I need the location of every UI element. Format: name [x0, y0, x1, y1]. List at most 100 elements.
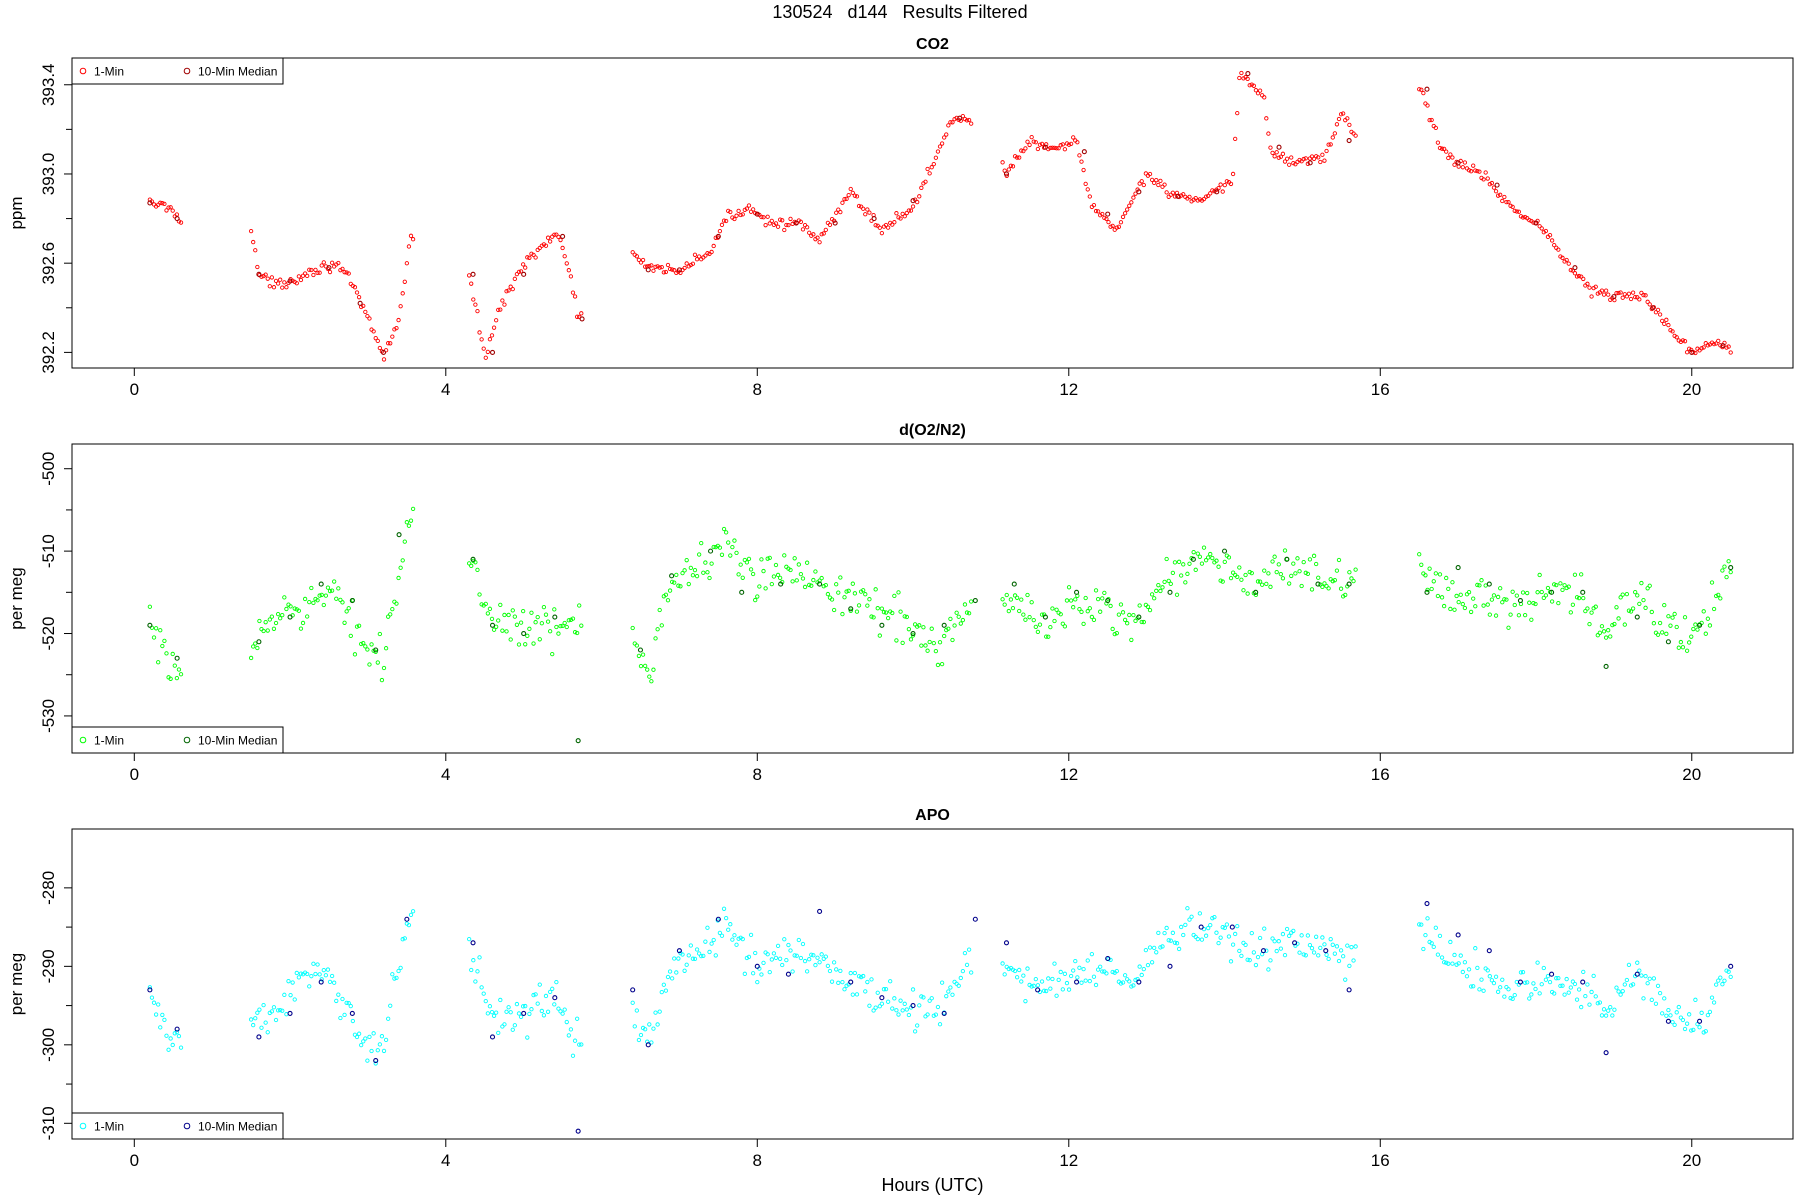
- data-point-1min: [763, 223, 768, 228]
- data-point-1min: [1262, 926, 1267, 931]
- data-point-10min-median: [1190, 556, 1196, 562]
- data-point-1min: [1512, 602, 1517, 608]
- data-point-1min: [1054, 607, 1059, 612]
- data-point-1min: [1655, 632, 1661, 637]
- data-point-1min: [1641, 996, 1646, 1001]
- data-point-1min: [1456, 164, 1461, 169]
- data-point-1min: [1176, 559, 1182, 564]
- data-point-1min: [1639, 973, 1644, 978]
- data-point-1min: [1691, 626, 1696, 632]
- data-point-10min-median: [879, 622, 885, 628]
- data-point-10min-median: [357, 300, 363, 306]
- data-point-1min: [1230, 942, 1236, 947]
- x-tick-label: 16: [1371, 380, 1390, 399]
- data-point-1min: [1558, 983, 1563, 989]
- data-point-10min-median: [1650, 305, 1656, 311]
- data-point-1min: [523, 1003, 528, 1009]
- data-point-1min: [1514, 593, 1519, 598]
- data-point-1min: [329, 973, 335, 979]
- data-point-1min: [1343, 977, 1348, 982]
- data-point-1min: [356, 295, 362, 300]
- data-point-1min: [765, 952, 770, 957]
- data-point-1min: [836, 590, 841, 595]
- data-point-1min: [388, 612, 393, 617]
- data-point-1min: [1120, 214, 1126, 220]
- data-point-1min: [944, 132, 949, 137]
- data-point-1min: [1218, 578, 1223, 583]
- data-point-10min-median: [1042, 144, 1048, 150]
- data-point-1min: [684, 962, 689, 967]
- data-point-1min: [1579, 274, 1584, 279]
- data-point-1min: [168, 676, 173, 681]
- data-point-1min: [1624, 591, 1630, 597]
- data-point-1min: [935, 662, 941, 668]
- data-point-1min: [651, 268, 656, 273]
- data-point-1min: [1058, 143, 1063, 148]
- data-point-1min: [734, 550, 739, 556]
- data-point-1min: [406, 244, 412, 249]
- data-point-1min: [1272, 554, 1277, 559]
- data-point-1min: [1479, 578, 1484, 583]
- data-point-1min: [379, 677, 385, 683]
- data-point-1min: [931, 161, 936, 167]
- data-point-1min: [852, 970, 858, 976]
- data-point-10min-median: [373, 1057, 379, 1064]
- data-point-1min: [1332, 131, 1337, 136]
- data-point-1min: [1341, 954, 1346, 959]
- data-point-1min: [875, 606, 880, 611]
- data-point-1min: [892, 593, 897, 599]
- data-point-1min: [1322, 942, 1327, 947]
- data-point-1min: [257, 1007, 262, 1012]
- data-point-1min: [1429, 586, 1434, 592]
- data-point-10min-median: [521, 630, 527, 637]
- data-point-1min: [334, 596, 339, 601]
- data-point-1min: [531, 992, 536, 998]
- data-point-1min: [765, 214, 770, 219]
- data-point-1min: [1170, 570, 1176, 576]
- data-point-1min: [1220, 579, 1225, 584]
- data-point-1min: [906, 627, 912, 632]
- data-point-1min: [510, 1027, 515, 1032]
- y-tick-label: -530: [39, 699, 58, 733]
- data-point-1min: [1345, 116, 1350, 121]
- data-point-10min-median: [521, 1010, 527, 1016]
- data-point-1min: [336, 992, 341, 997]
- data-point-1min: [404, 261, 410, 266]
- data-point-1min: [1468, 609, 1474, 615]
- data-point-1min: [338, 597, 343, 603]
- data-point-1min: [178, 220, 184, 225]
- data-point-1min: [1435, 593, 1441, 599]
- data-point-1min: [263, 1020, 268, 1025]
- data-point-1min: [1324, 952, 1329, 957]
- data-point-1min: [1087, 978, 1092, 984]
- data-point-1min: [512, 276, 517, 281]
- data-point-1min: [1233, 136, 1238, 142]
- data-point-1min: [1695, 627, 1700, 632]
- data-point-1min: [334, 998, 339, 1004]
- data-point-1min: [1102, 215, 1107, 221]
- data-point-1min: [273, 1017, 279, 1023]
- data-point-1min: [1525, 980, 1530, 985]
- data-point-1min: [1504, 597, 1509, 602]
- data-point-1min: [533, 620, 538, 625]
- data-point-1min: [529, 610, 534, 615]
- data-point-10min-median: [318, 581, 324, 587]
- plot-frame: [71, 57, 1794, 369]
- data-point-1min: [863, 212, 868, 217]
- data-point-1min: [1720, 982, 1725, 987]
- data-point-1min: [1137, 603, 1142, 608]
- data-point-1min: [1301, 952, 1306, 957]
- data-point-1min: [1083, 978, 1088, 983]
- data-point-1min: [396, 968, 401, 974]
- data-point-1min: [367, 1034, 372, 1040]
- data-point-1min: [663, 592, 669, 597]
- data-point-1min: [1172, 560, 1178, 565]
- data-point-1min: [1287, 162, 1292, 167]
- data-point-1min: [1678, 1015, 1684, 1020]
- data-point-1min: [856, 603, 862, 608]
- data-point-1min: [487, 606, 493, 611]
- data-point-1min: [550, 986, 555, 991]
- data-point-1min: [1147, 608, 1153, 613]
- data-point-1min: [1502, 994, 1507, 999]
- data-point-1min: [1108, 603, 1113, 609]
